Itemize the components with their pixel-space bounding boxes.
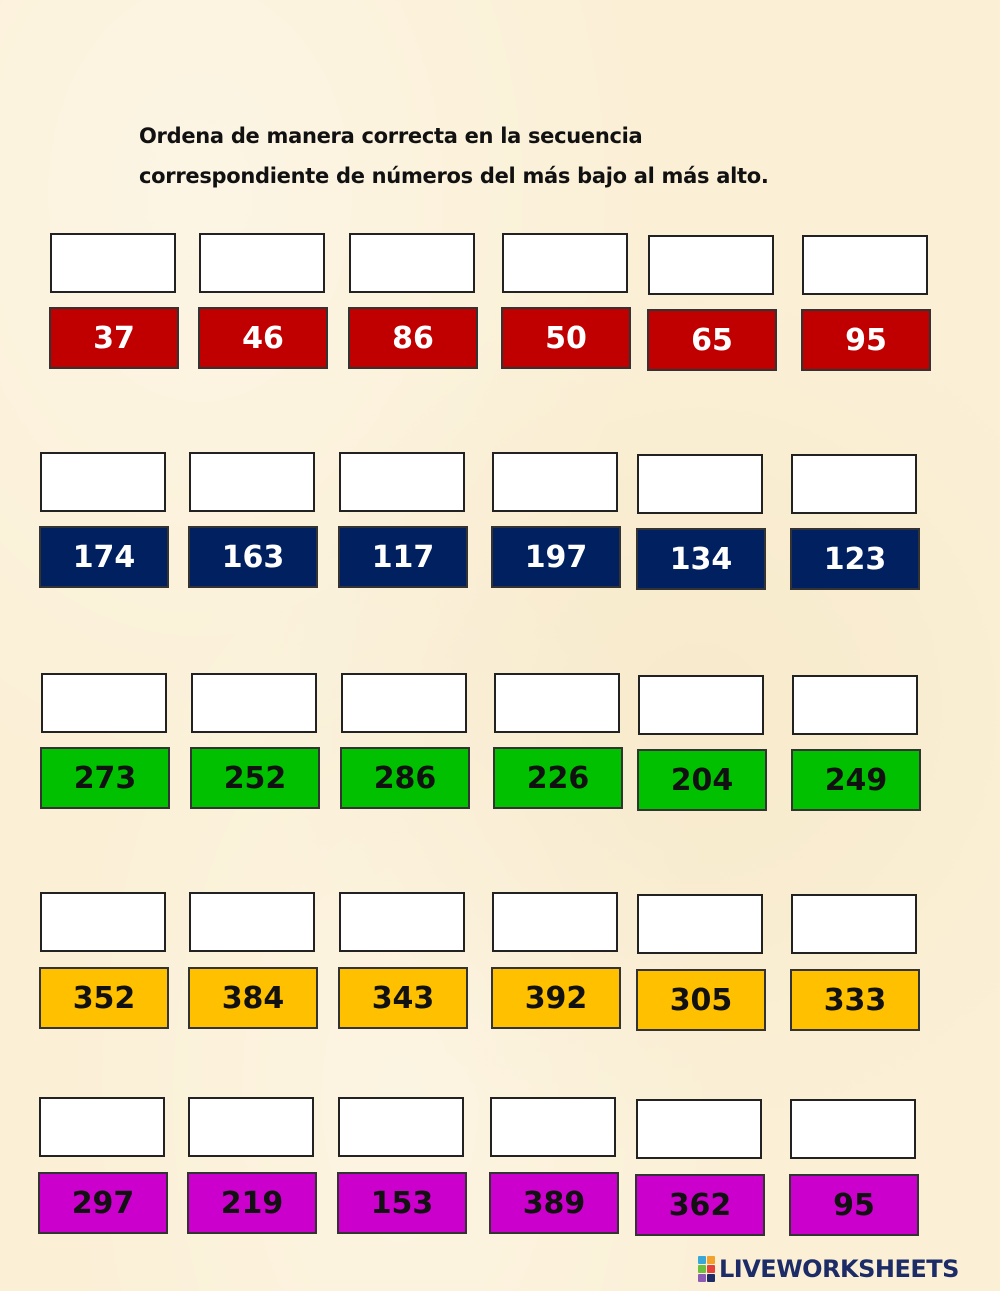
number-tile[interactable]: 65	[647, 309, 777, 371]
answer-drop-box[interactable]	[50, 233, 176, 293]
answer-drop-box[interactable]	[502, 233, 628, 293]
answer-drop-box[interactable]	[40, 452, 166, 512]
answer-drop-box[interactable]	[189, 892, 315, 952]
answer-drop-box[interactable]	[492, 892, 618, 952]
liveworksheets-logo-icon	[698, 1256, 715, 1282]
answer-drop-box[interactable]	[492, 452, 618, 512]
liveworksheets-logo: LIVEWORKSHEETS	[698, 1253, 959, 1285]
answer-drop-box[interactable]	[39, 1097, 165, 1157]
answer-drop-box[interactable]	[339, 892, 465, 952]
number-tile[interactable]: 343	[338, 967, 468, 1029]
answer-drop-box[interactable]	[191, 673, 317, 733]
logo-square	[698, 1265, 706, 1273]
answer-drop-box[interactable]	[636, 1099, 762, 1159]
answer-drop-box[interactable]	[638, 675, 764, 735]
number-tile[interactable]: 174	[39, 526, 169, 588]
instructions: Ordena de manera correcta en la secuenci…	[139, 116, 859, 196]
answer-drop-box[interactable]	[494, 673, 620, 733]
answer-drop-box[interactable]	[791, 894, 917, 954]
answer-drop-box[interactable]	[338, 1097, 464, 1157]
number-tile[interactable]: 95	[801, 309, 931, 371]
number-tile[interactable]: 226	[493, 747, 623, 809]
answer-drop-box[interactable]	[41, 673, 167, 733]
logo-square	[707, 1256, 715, 1264]
answer-drop-box[interactable]	[189, 452, 315, 512]
answer-drop-box[interactable]	[490, 1097, 616, 1157]
number-tile[interactable]: 50	[501, 307, 631, 369]
answer-drop-box[interactable]	[792, 675, 918, 735]
number-tile[interactable]: 117	[338, 526, 468, 588]
number-tile[interactable]: 305	[636, 969, 766, 1031]
answer-drop-box[interactable]	[791, 454, 917, 514]
number-tile[interactable]: 389	[489, 1172, 619, 1234]
instructions-line-1: Ordena de manera correcta en la secuenci…	[139, 124, 643, 148]
number-tile[interactable]: 252	[190, 747, 320, 809]
number-tile[interactable]: 37	[49, 307, 179, 369]
number-tile[interactable]: 249	[791, 749, 921, 811]
number-tile[interactable]: 204	[637, 749, 767, 811]
number-tile[interactable]: 86	[348, 307, 478, 369]
answer-drop-box[interactable]	[648, 235, 774, 295]
number-tile[interactable]: 46	[198, 307, 328, 369]
number-tile[interactable]: 286	[340, 747, 470, 809]
number-tile[interactable]: 297	[38, 1172, 168, 1234]
answer-drop-box[interactable]	[802, 235, 928, 295]
number-tile[interactable]: 123	[790, 528, 920, 590]
number-tile[interactable]: 95	[789, 1174, 919, 1236]
answer-drop-box[interactable]	[188, 1097, 314, 1157]
logo-square	[707, 1265, 715, 1273]
number-tile[interactable]: 153	[337, 1172, 467, 1234]
number-tile[interactable]: 163	[188, 526, 318, 588]
number-tile[interactable]: 333	[790, 969, 920, 1031]
logo-text: LIVEWORKSHEETS	[719, 1255, 959, 1283]
number-tile[interactable]: 219	[187, 1172, 317, 1234]
number-tile[interactable]: 352	[39, 967, 169, 1029]
answer-drop-box[interactable]	[637, 454, 763, 514]
number-tile[interactable]: 384	[188, 967, 318, 1029]
answer-drop-box[interactable]	[349, 233, 475, 293]
answer-drop-box[interactable]	[199, 233, 325, 293]
logo-square	[707, 1274, 715, 1282]
answer-drop-box[interactable]	[637, 894, 763, 954]
answer-drop-box[interactable]	[341, 673, 467, 733]
answer-drop-box[interactable]	[339, 452, 465, 512]
logo-square	[698, 1274, 706, 1282]
instructions-line-2: correspondiente de números del más bajo …	[139, 164, 769, 188]
logo-square	[698, 1256, 706, 1264]
number-tile[interactable]: 197	[491, 526, 621, 588]
number-tile[interactable]: 392	[491, 967, 621, 1029]
answer-drop-box[interactable]	[790, 1099, 916, 1159]
answer-drop-box[interactable]	[40, 892, 166, 952]
number-tile[interactable]: 134	[636, 528, 766, 590]
number-tile[interactable]: 273	[40, 747, 170, 809]
number-tile[interactable]: 362	[635, 1174, 765, 1236]
